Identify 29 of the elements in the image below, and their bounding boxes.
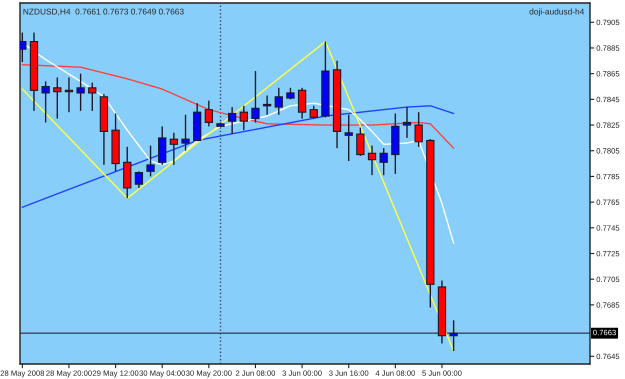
candlestick <box>240 105 248 131</box>
candlestick <box>41 80 50 124</box>
candlestick <box>228 106 236 135</box>
candlestick <box>368 144 376 176</box>
candlestick <box>449 320 458 352</box>
candlestick <box>53 76 62 120</box>
text: doji-audusd-h4 <box>530 8 584 16</box>
candlestick <box>356 126 365 157</box>
candlestick <box>414 112 423 148</box>
candlestick <box>344 114 353 162</box>
candlestick <box>274 87 283 116</box>
candlestick <box>310 105 318 120</box>
candlestick <box>88 82 96 112</box>
candlestick <box>170 132 178 166</box>
candlestick <box>181 114 190 152</box>
candlestick <box>380 147 388 176</box>
candlestick <box>76 72 85 112</box>
candlestick <box>134 170 144 189</box>
candlestick <box>251 70 260 124</box>
candlestick <box>146 144 155 178</box>
candlestick <box>286 87 295 100</box>
candlestick <box>402 106 412 139</box>
candlestick <box>204 100 214 128</box>
line-series <box>22 105 454 208</box>
candlestick <box>298 87 306 120</box>
text: NZDUSD,H4 0.7661 0.7673 0.7649 0.7663 <box>24 8 184 16</box>
candlestick <box>262 94 272 116</box>
line-series <box>22 64 454 149</box>
line-series <box>22 40 454 352</box>
